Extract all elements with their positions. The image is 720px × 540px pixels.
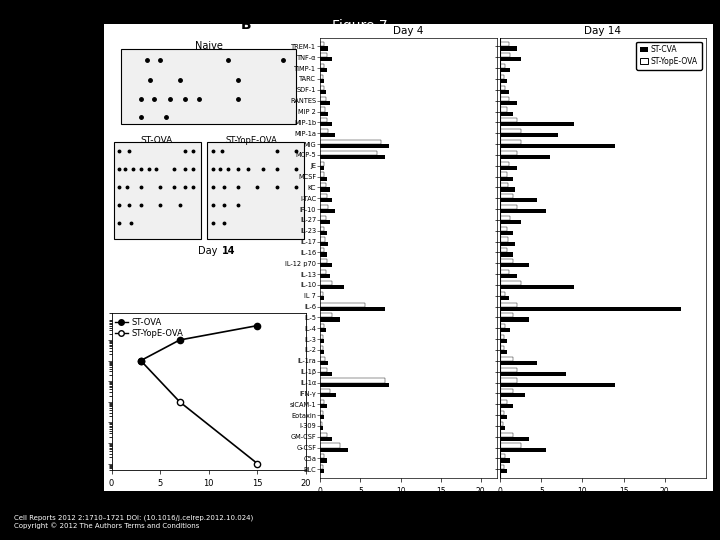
- Bar: [320, 274, 330, 278]
- Title: Day 14: Day 14: [585, 25, 621, 36]
- Bar: [320, 161, 323, 166]
- Bar: [320, 183, 326, 187]
- Text: C: C: [57, 298, 68, 312]
- Bar: [320, 90, 326, 94]
- Bar: [500, 350, 507, 354]
- Bar: [500, 53, 510, 57]
- Bar: [320, 144, 389, 148]
- Bar: [320, 155, 384, 159]
- Bar: [320, 400, 325, 404]
- Bar: [320, 79, 325, 83]
- Legend: ST-CVA, ST-YopE-OVA: ST-CVA, ST-YopE-OVA: [636, 42, 702, 70]
- Bar: [320, 357, 325, 361]
- Bar: [320, 64, 323, 68]
- Bar: [500, 107, 507, 112]
- Bar: [320, 133, 335, 137]
- Bar: [320, 339, 325, 343]
- Bar: [500, 187, 516, 192]
- Bar: [500, 292, 505, 296]
- Bar: [320, 151, 377, 155]
- Bar: [500, 433, 513, 437]
- Bar: [320, 205, 328, 209]
- Bar: [500, 415, 507, 419]
- Bar: [121, 49, 297, 124]
- Bar: [320, 382, 389, 387]
- Bar: [500, 313, 513, 318]
- Text: Cell Reports 2012 2:1710–1721 DOI: (10.1016/j.celrep.2012.10.024)
Copyright © 20: Cell Reports 2012 2:1710–1721 DOI: (10.1…: [14, 515, 253, 529]
- Bar: [320, 379, 384, 382]
- Bar: [500, 112, 513, 116]
- Bar: [320, 469, 325, 474]
- Bar: [500, 64, 505, 68]
- Bar: [500, 140, 521, 144]
- Bar: [320, 404, 327, 408]
- Bar: [320, 57, 333, 62]
- Bar: [320, 248, 325, 252]
- Bar: [320, 123, 333, 126]
- Bar: [500, 393, 525, 397]
- Bar: [500, 259, 513, 264]
- Legend: ST-OVA, ST-YopE-OVA: ST-OVA, ST-YopE-OVA: [112, 314, 187, 341]
- Bar: [320, 198, 333, 202]
- Bar: [500, 151, 517, 155]
- Bar: [500, 372, 566, 376]
- Bar: [320, 112, 328, 116]
- Bar: [320, 68, 327, 72]
- Bar: [500, 241, 516, 246]
- Bar: [500, 90, 508, 94]
- Bar: [320, 415, 325, 419]
- Bar: [320, 53, 327, 57]
- Bar: [320, 296, 325, 300]
- Bar: [500, 183, 508, 187]
- Bar: [320, 220, 330, 224]
- Bar: [320, 285, 344, 289]
- Bar: [500, 86, 505, 90]
- Bar: [500, 248, 507, 252]
- Bar: [500, 270, 508, 274]
- Bar: [500, 335, 504, 339]
- Bar: [500, 426, 505, 430]
- Bar: [500, 382, 616, 387]
- Bar: [500, 357, 513, 361]
- Y-axis label: CFU per spleen: CFU per spleen: [72, 357, 81, 426]
- Bar: [500, 389, 513, 393]
- Bar: [500, 361, 537, 365]
- Bar: [500, 281, 521, 285]
- Text: B: B: [241, 18, 252, 32]
- Text: ST-OVA: ST-OVA: [140, 136, 172, 145]
- Text: Fold-change (relative to un-infected): Fold-change (relative to un-infected): [345, 492, 512, 501]
- Bar: [320, 129, 328, 133]
- Bar: [500, 422, 503, 426]
- Bar: [500, 79, 507, 83]
- Bar: [320, 238, 325, 241]
- Bar: [500, 448, 546, 451]
- Bar: [500, 205, 517, 209]
- Bar: [320, 241, 328, 246]
- Bar: [320, 292, 323, 296]
- Bar: [320, 313, 333, 318]
- Bar: [500, 368, 517, 372]
- Bar: [500, 220, 521, 224]
- Bar: [320, 328, 326, 333]
- Bar: [500, 172, 507, 177]
- Bar: [500, 123, 575, 126]
- Bar: [320, 270, 326, 274]
- Bar: [320, 259, 327, 264]
- Bar: [320, 411, 323, 415]
- Bar: [500, 404, 513, 408]
- Bar: [500, 75, 504, 79]
- Bar: [320, 389, 330, 393]
- Bar: [500, 216, 510, 220]
- Bar: [320, 437, 333, 441]
- Bar: [500, 274, 517, 278]
- Bar: [500, 465, 504, 469]
- Bar: [320, 281, 333, 285]
- Bar: [500, 161, 508, 166]
- Bar: [320, 75, 323, 79]
- Bar: [207, 141, 304, 239]
- Bar: [500, 227, 507, 231]
- Text: A: A: [89, 30, 99, 44]
- Bar: [500, 238, 508, 241]
- Bar: [500, 302, 517, 307]
- Bar: [500, 100, 517, 105]
